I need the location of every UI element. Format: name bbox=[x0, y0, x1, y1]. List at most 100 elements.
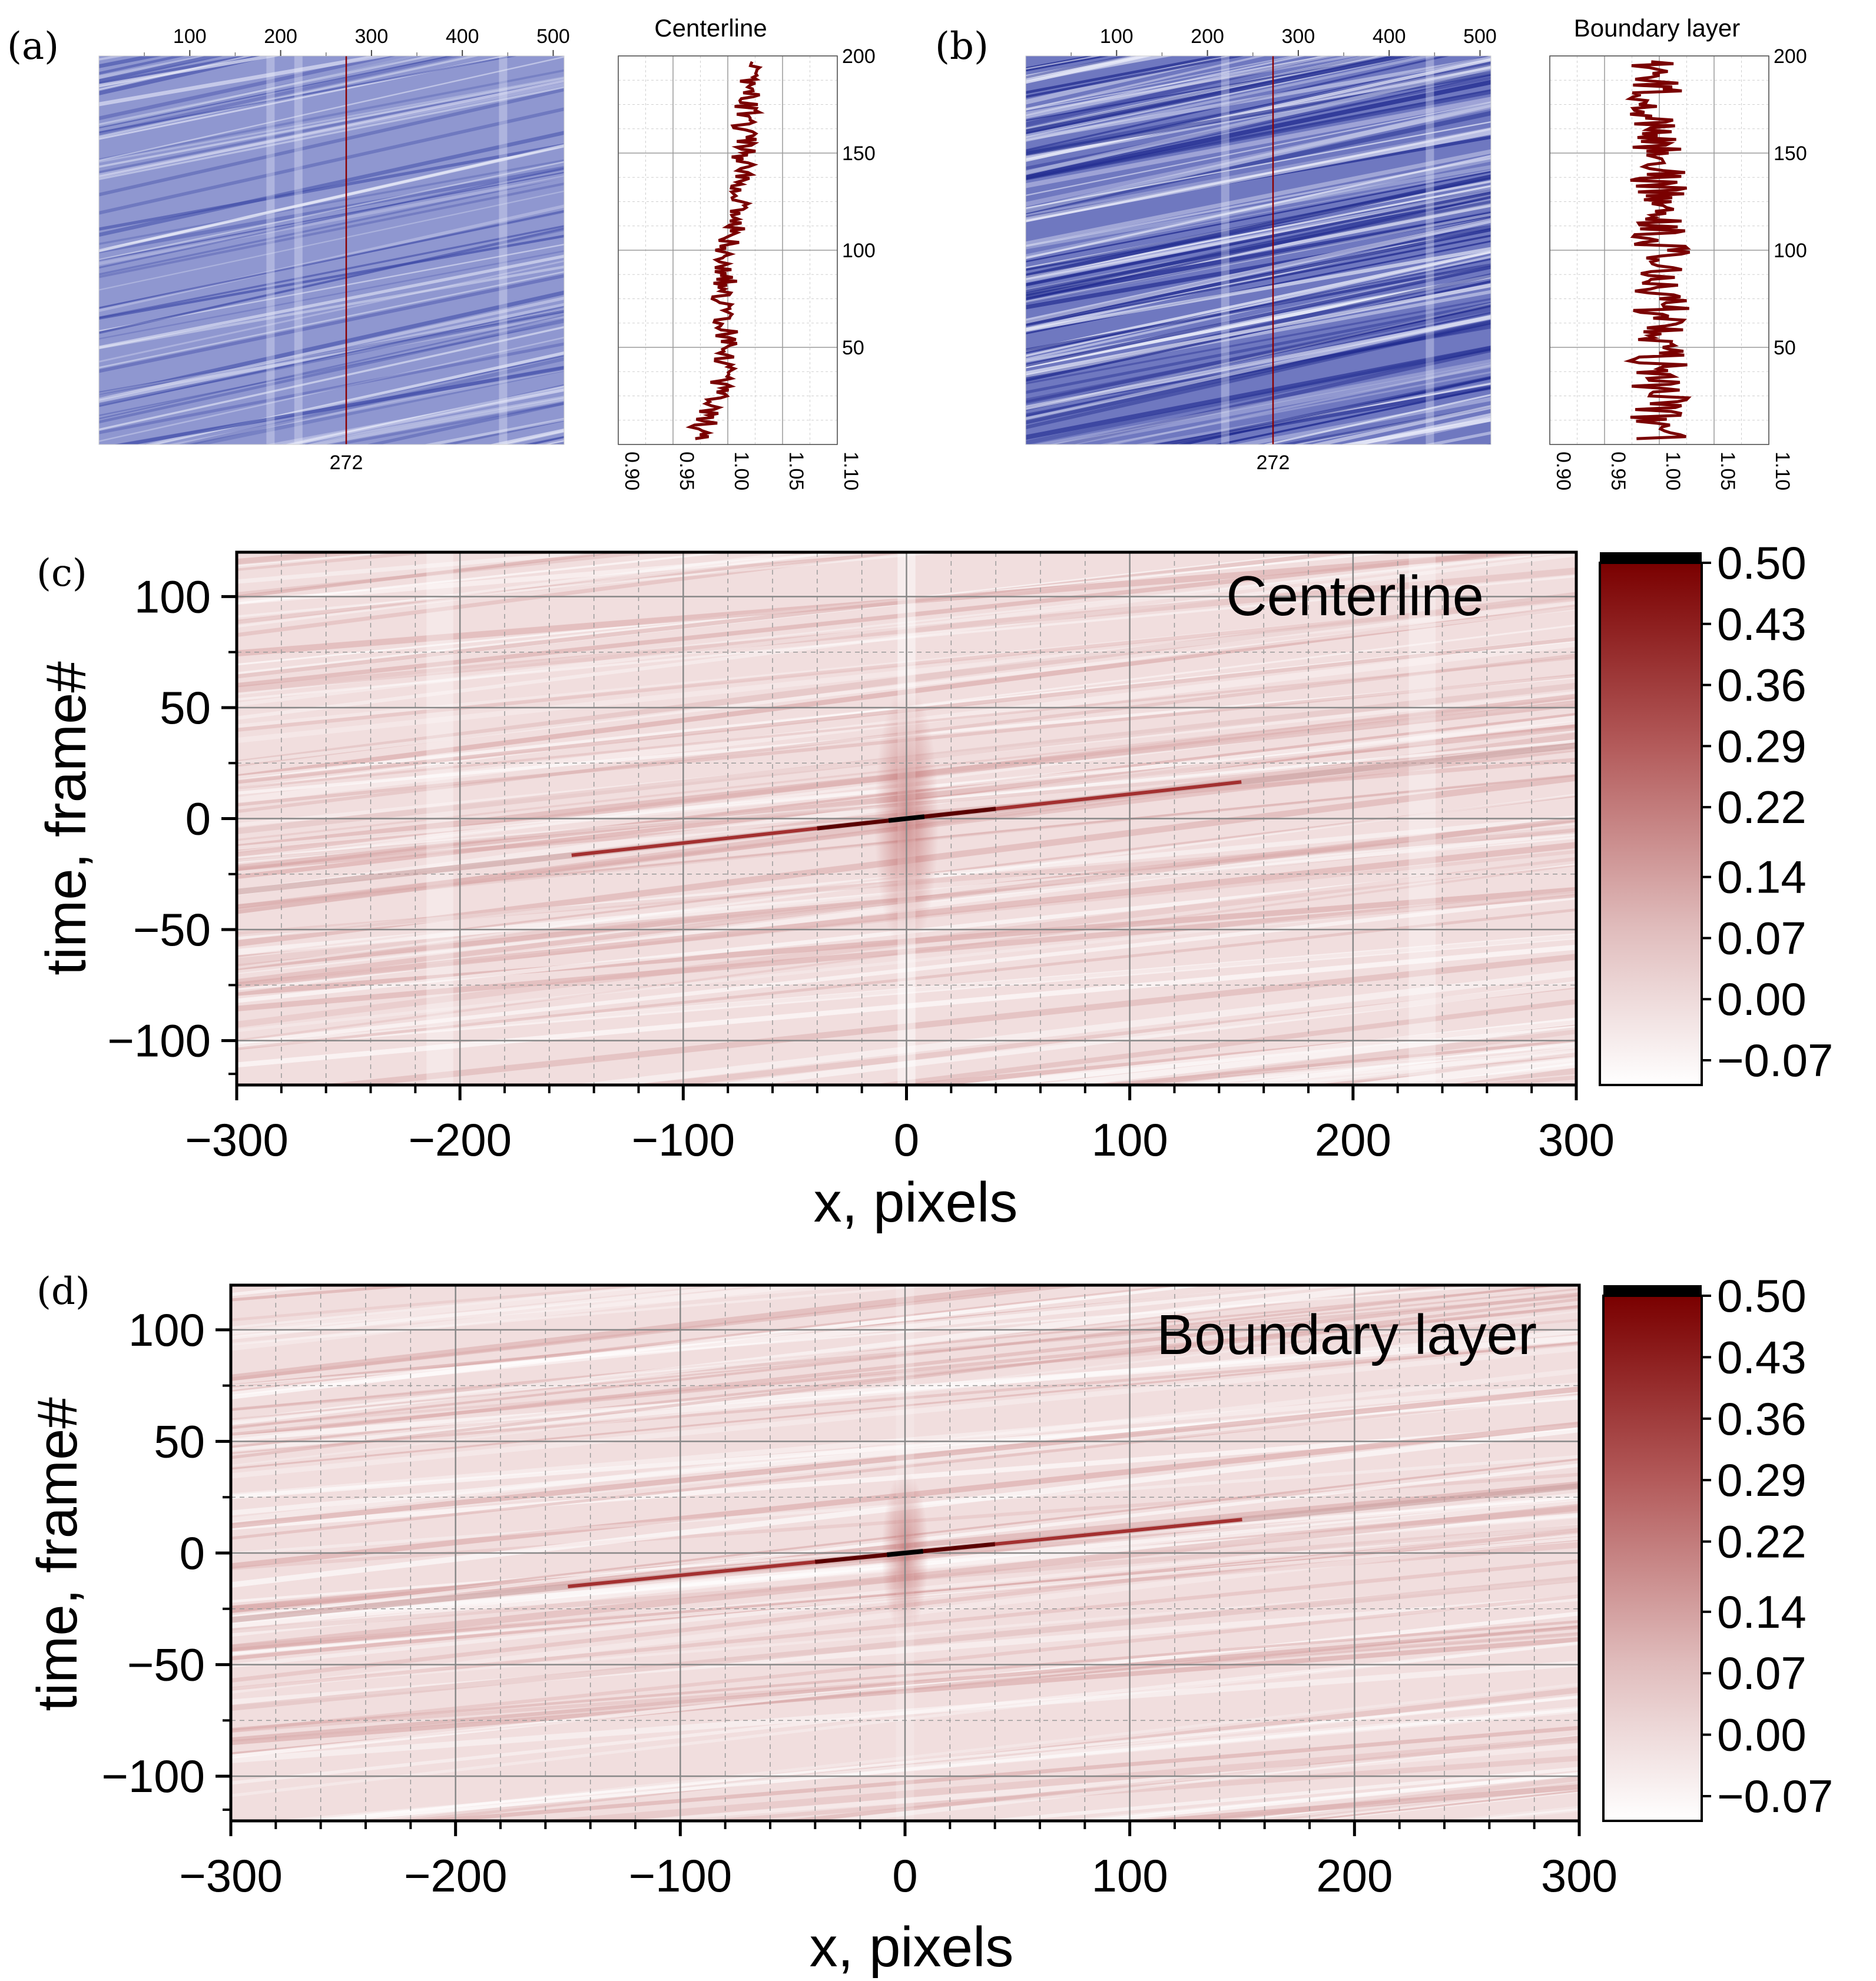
space-time-streak bbox=[1026, 258, 1491, 354]
y-tick-label: 50 bbox=[160, 682, 211, 734]
colorbar-label: 0.14 bbox=[1717, 851, 1807, 903]
space-time-streak bbox=[1026, 251, 1491, 357]
space-time-streak bbox=[99, 56, 224, 84]
x-tick-label: 100 bbox=[1092, 1850, 1168, 1902]
colorbar-label: 0.50 bbox=[1717, 1270, 1807, 1322]
space-time-streak bbox=[1026, 191, 1491, 287]
space-time-streak bbox=[1026, 97, 1491, 188]
space-time-streak bbox=[99, 303, 564, 404]
space-time-streak bbox=[1026, 273, 1491, 380]
colorbar-label: 0.36 bbox=[1717, 1393, 1807, 1445]
profile-x-label: 1.00 bbox=[730, 452, 753, 490]
colorbar-label: 0.22 bbox=[1717, 1516, 1807, 1568]
space-time-streak bbox=[1026, 188, 1491, 283]
space-time-streak bbox=[99, 260, 564, 363]
colorbar-label: 0.43 bbox=[1717, 598, 1807, 650]
top-tick-label: 100 bbox=[173, 25, 207, 48]
space-time-streak bbox=[99, 175, 564, 266]
space-time-streak bbox=[99, 56, 455, 129]
space-time-streak bbox=[526, 436, 564, 444]
panel-d-ylabel: time, frame# bbox=[26, 1397, 89, 1711]
colorbar-label: 0.00 bbox=[1717, 1709, 1807, 1761]
x-tick-label: −300 bbox=[179, 1850, 283, 1902]
panel-c-ylabel: time, frame# bbox=[35, 661, 98, 975]
colorbar-top-cap bbox=[1600, 552, 1702, 563]
y-tick-label: 50 bbox=[154, 1415, 205, 1467]
space-time-streak bbox=[1151, 385, 1491, 444]
profile-y-label: 100 bbox=[842, 240, 876, 262]
colorbar-gradient bbox=[1602, 1295, 1703, 1822]
space-time-streak bbox=[188, 367, 564, 444]
space-time-streak bbox=[1026, 193, 1491, 297]
space-time-streak bbox=[99, 144, 564, 253]
space-time-streak bbox=[1026, 56, 1133, 79]
space-time-streak bbox=[99, 296, 564, 401]
space-time-streak bbox=[99, 250, 564, 340]
profile-x-label: 1.05 bbox=[1716, 452, 1739, 490]
space-time-streak bbox=[1026, 185, 1491, 278]
space-time-streak bbox=[99, 159, 564, 245]
space-time-streak bbox=[1026, 195, 1491, 301]
space-time-streak bbox=[1026, 101, 1491, 197]
profile-y-label: 150 bbox=[1774, 142, 1807, 165]
profile-y-label: 200 bbox=[1774, 45, 1807, 68]
space-time-streak bbox=[1026, 301, 1491, 394]
space-time-streak bbox=[1311, 405, 1491, 444]
space-time-streak bbox=[1026, 218, 1491, 324]
x-tick-label: −100 bbox=[628, 1850, 732, 1902]
panel-a-marker-label: 272 bbox=[330, 452, 363, 474]
space-time-streak bbox=[1026, 157, 1491, 259]
profile-x-label: 1.00 bbox=[1662, 452, 1684, 490]
space-time-streak bbox=[1026, 56, 1307, 116]
panel-c-title: Centerline bbox=[1226, 565, 1484, 628]
colorbar-label: 0.00 bbox=[1717, 973, 1807, 1025]
space-time-streak bbox=[1026, 188, 1491, 271]
space-time-streak bbox=[99, 56, 260, 86]
y-tick-label: 100 bbox=[128, 1304, 205, 1356]
x-tick-label: 300 bbox=[1541, 1850, 1618, 1902]
space-time-streak bbox=[1026, 234, 1491, 327]
profile-x-label: 1.05 bbox=[785, 452, 807, 490]
space-time-streak bbox=[1026, 58, 1491, 162]
x-tick-label: 200 bbox=[1315, 1114, 1391, 1166]
panel-b-profile-title: Boundary layer bbox=[1574, 14, 1741, 42]
space-time-streak bbox=[1026, 56, 1414, 134]
space-time-streak bbox=[1026, 345, 1491, 440]
panel-a-profile-title: Centerline bbox=[654, 14, 767, 42]
space-time-streak bbox=[1026, 104, 1491, 207]
space-time-streak bbox=[1360, 416, 1491, 444]
top-tick-label: 300 bbox=[1282, 25, 1315, 48]
top-tick-label: 500 bbox=[536, 25, 570, 48]
space-time-streak bbox=[1026, 56, 1378, 132]
space-time-streak bbox=[284, 389, 564, 444]
panel-b-profile-line bbox=[1623, 60, 1692, 440]
x-tick-label: 0 bbox=[892, 1850, 917, 1902]
space-time-streak bbox=[99, 143, 564, 231]
space-time-streak bbox=[1262, 394, 1491, 444]
space-time-streak bbox=[1423, 431, 1491, 444]
space-time-streak bbox=[1026, 200, 1491, 293]
space-time-streak bbox=[99, 274, 564, 373]
y-tick-label: −50 bbox=[127, 1639, 205, 1691]
panel-b-image: 100 200 300 400 500 272 bbox=[1025, 25, 1497, 474]
top-tick-label: 200 bbox=[1191, 25, 1224, 48]
space-time-streak bbox=[1026, 89, 1491, 180]
space-time-streak bbox=[289, 396, 564, 444]
space-time-streak bbox=[99, 144, 564, 253]
space-time-streak bbox=[1026, 56, 1239, 105]
space-time-streak bbox=[1026, 111, 1491, 215]
x-tick-label: 100 bbox=[1092, 1114, 1168, 1166]
heat-streak bbox=[237, 552, 385, 565]
space-time-streak bbox=[1026, 298, 1491, 384]
space-time-streak bbox=[99, 227, 564, 334]
profile-y-label: 200 bbox=[842, 45, 876, 68]
space-time-streak bbox=[99, 56, 564, 161]
panel-letter-c: (c) bbox=[37, 552, 87, 595]
space-time-streak bbox=[1026, 169, 1491, 258]
space-time-streak bbox=[99, 86, 564, 181]
space-time-streak bbox=[1026, 65, 1491, 175]
ridge-peak bbox=[887, 1548, 923, 1558]
x-tick-label: −200 bbox=[404, 1850, 508, 1902]
space-time-streak bbox=[1026, 315, 1491, 410]
space-time-streak bbox=[1026, 224, 1491, 310]
